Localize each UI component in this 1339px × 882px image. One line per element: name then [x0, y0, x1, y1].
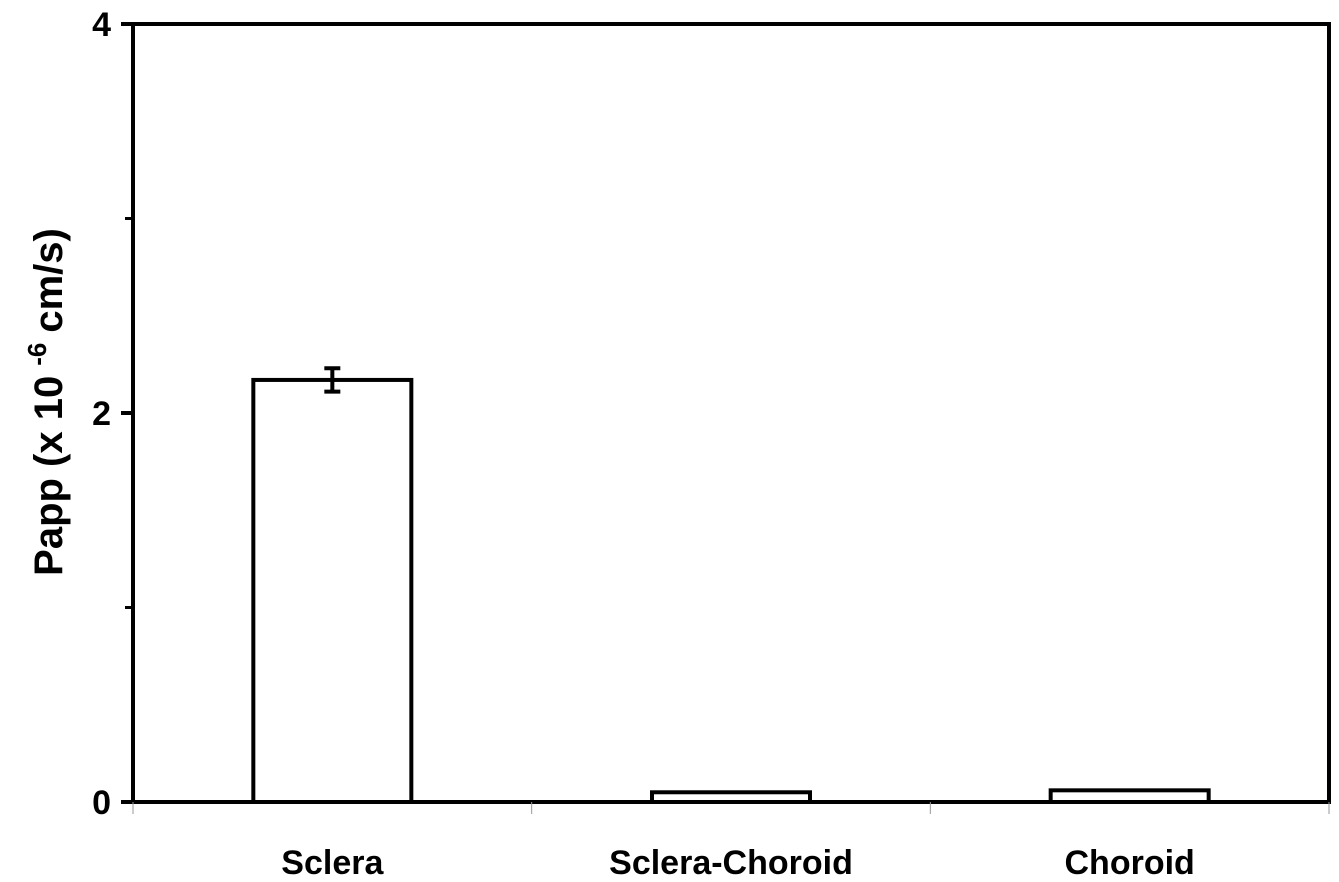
y-tick-label: 0: [92, 784, 111, 822]
y-axis-ticks: [121, 22, 133, 804]
bar-sclera-choroid: [650, 790, 812, 805]
y-axis-title-unit: cm/s): [27, 228, 71, 333]
error-bars: [324, 366, 341, 394]
tick-labels: 0 2 4 Sclera Sclera-Choroid Choroid: [92, 6, 1195, 882]
bar-sclera: [251, 377, 414, 804]
y-axis-title-superscript: -6: [22, 343, 52, 366]
x-tick-label: Sclera-Choroid: [609, 844, 853, 882]
x-axis-ticks: [132, 802, 1330, 814]
x-tick-label: Choroid: [1065, 844, 1195, 882]
bars: [251, 377, 1211, 805]
x-tick-label: Sclera: [281, 844, 384, 882]
y-axis-title: Papp (x 10 -6 cm/s): [22, 228, 71, 576]
y-tick-label: 2: [92, 395, 111, 433]
y-axis-title-main: Papp (x 10: [27, 376, 71, 576]
y-tick-label: 4: [92, 6, 111, 44]
bar-choroid: [1048, 788, 1211, 805]
